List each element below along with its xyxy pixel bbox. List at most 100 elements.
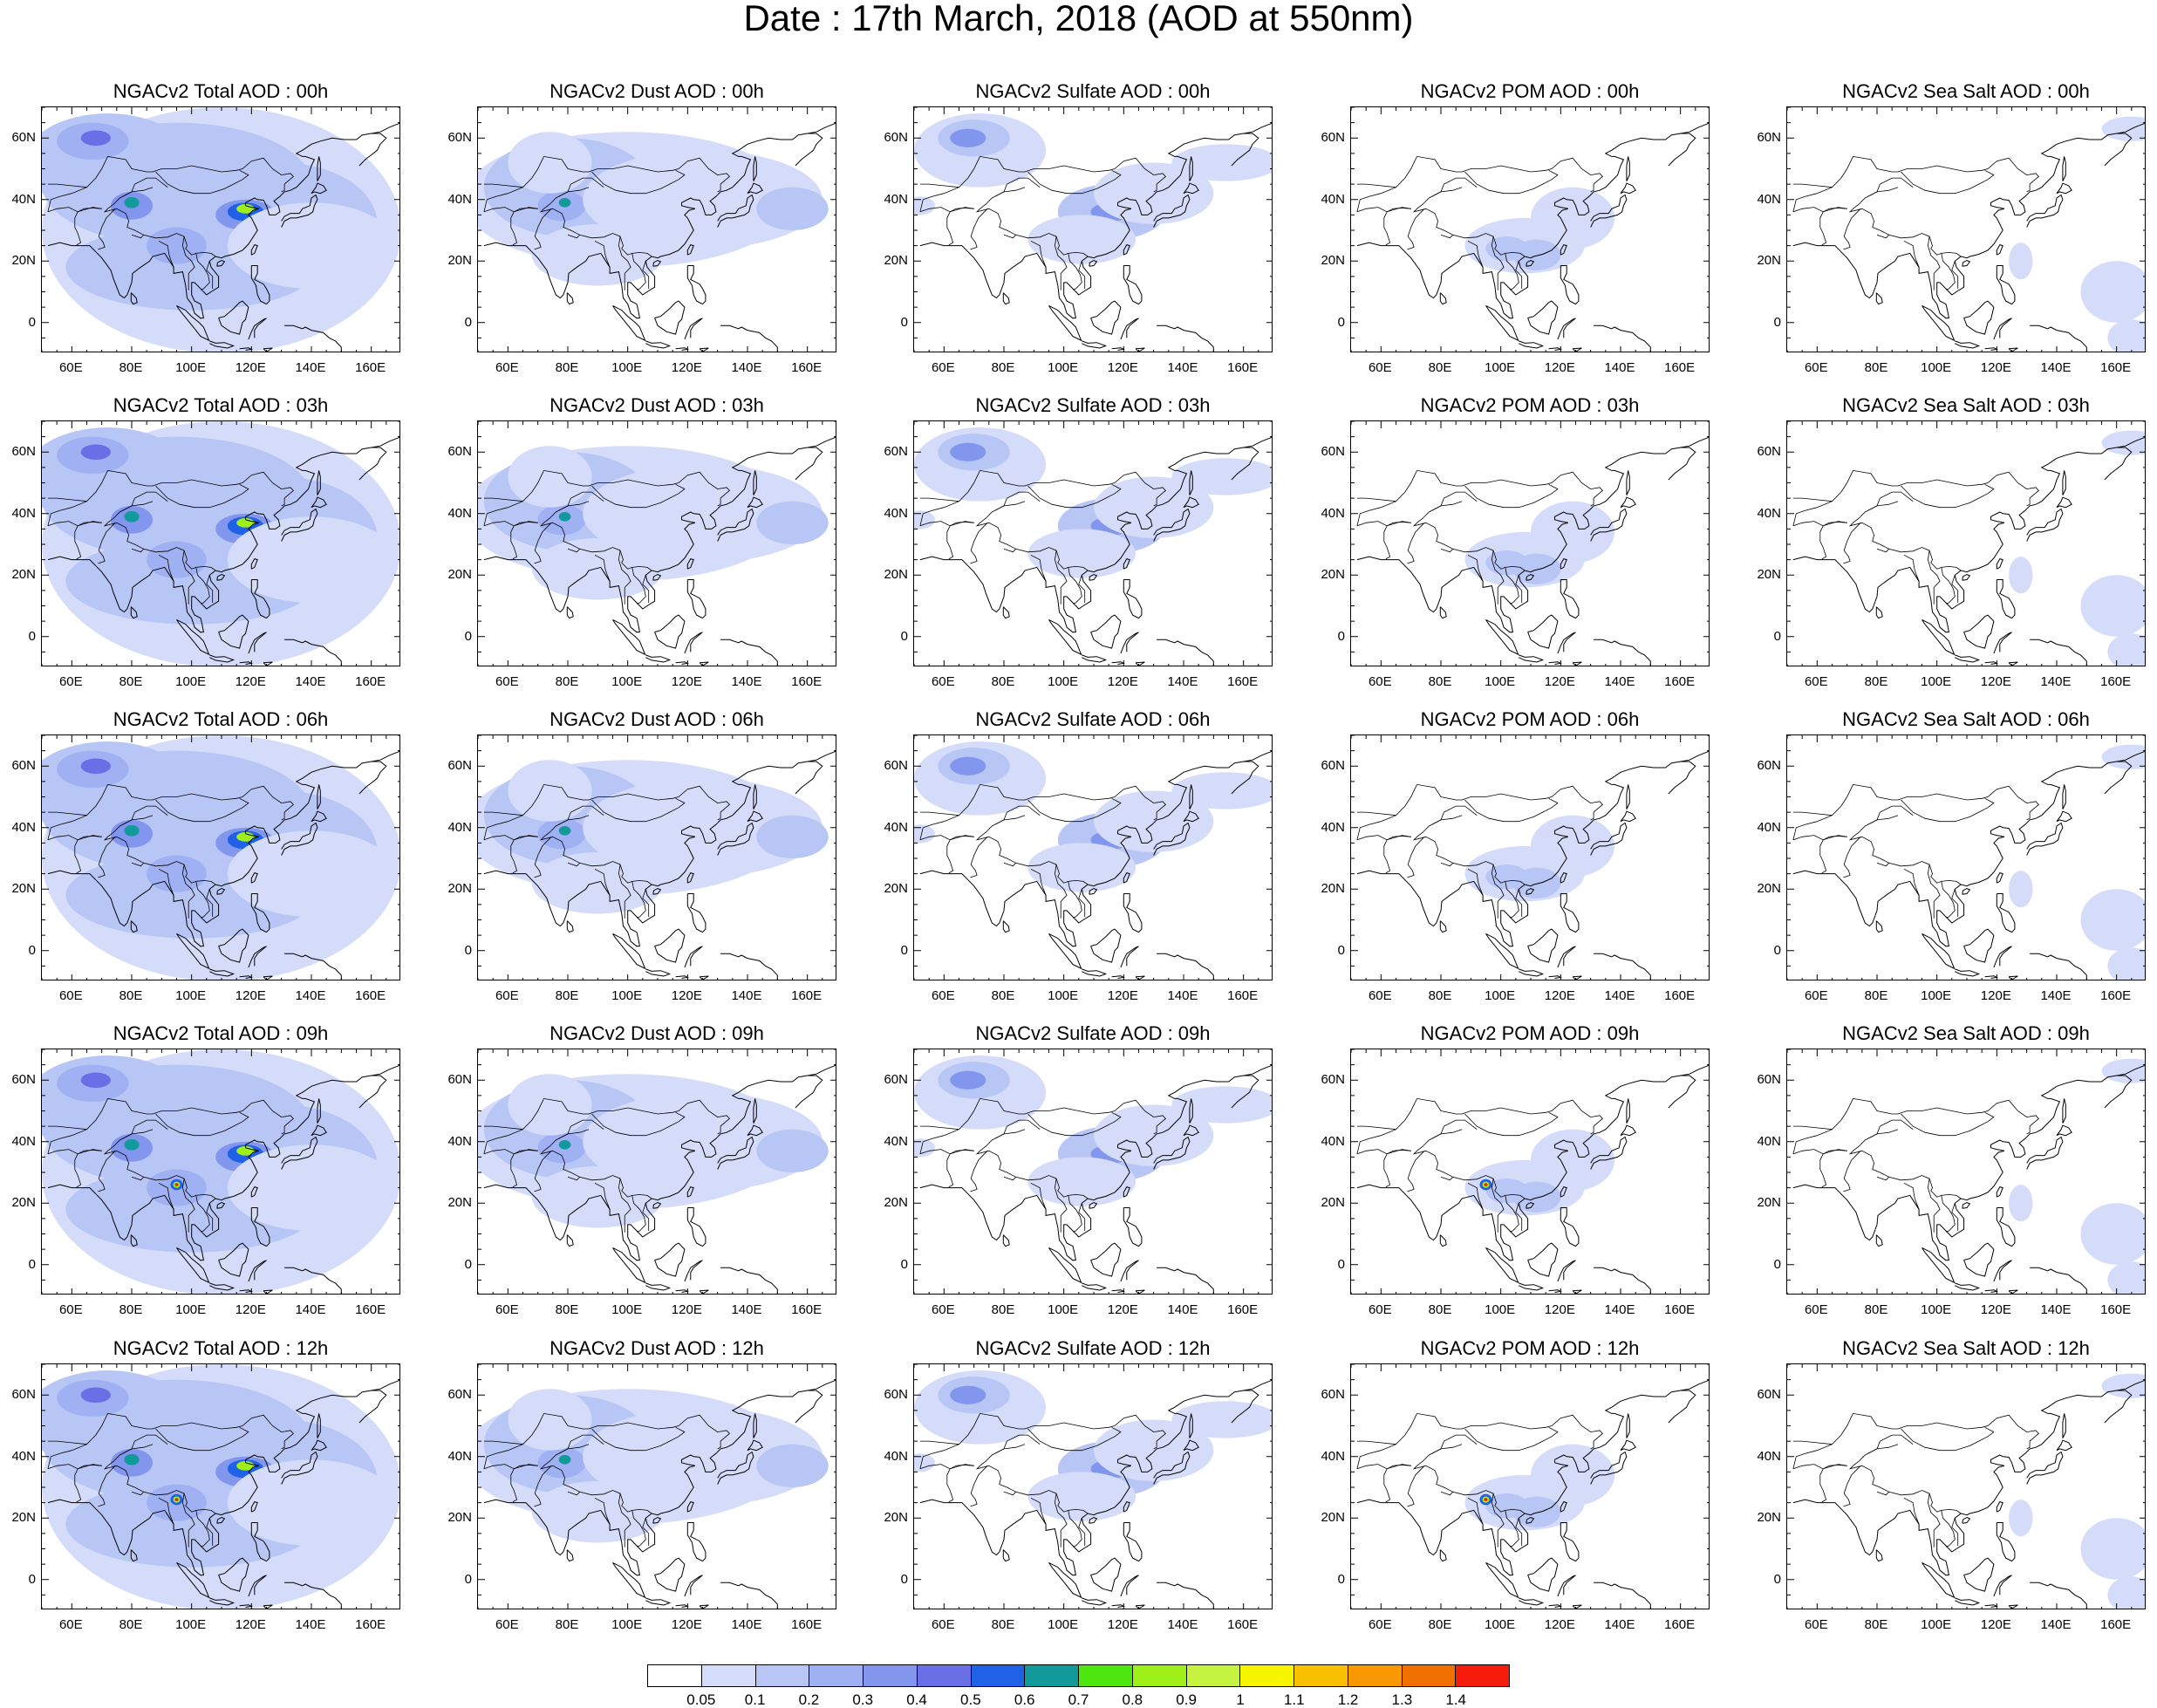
colorbar-box: [1079, 1665, 1133, 1686]
panel-title: NGACv2 Sulfate AOD : 03h: [975, 394, 1211, 416]
lon-tick-label: 120E: [1980, 360, 2011, 375]
map-panel: NGACv2 Sea Salt AOD : 00h 60N 40N 20N 0 60E 80…: [1748, 80, 2157, 394]
map-panel: NGACv2 POM AOD : 12h 60N 40N 20N 0 60E 80E 100E…: [1312, 1337, 1722, 1651]
lat-tick-label: 20N: [884, 1195, 908, 1211]
colorbar-box: [917, 1665, 972, 1686]
lat-tick-label: 0: [900, 942, 908, 958]
lon-tick-label: 60E: [1804, 1617, 1828, 1632]
coastlines: [919, 1379, 1272, 1609]
aod-region: [2101, 116, 2145, 141]
lon-tick-label: 160E: [2100, 1617, 2132, 1632]
lon-tick-label: 60E: [1368, 988, 1392, 1003]
lon-tick-label: 140E: [2040, 674, 2072, 689]
lon-tick-label: 80E: [1864, 1617, 1888, 1632]
aod-region: [227, 830, 396, 917]
map-frame: [913, 106, 1273, 352]
aod-region: [80, 1072, 111, 1089]
lon-tick-label: 60E: [1804, 1302, 1828, 1317]
panel-title: NGACv2 Sulfate AOD : 06h: [975, 708, 1211, 730]
map-frame: [1350, 734, 1710, 980]
aod-region: [2009, 871, 2033, 908]
colorbar-label: 0.6: [1014, 1691, 1035, 1708]
lat-tick-label: 60N: [1757, 130, 1781, 146]
lon-tick-label: 120E: [1544, 360, 1575, 375]
aod-region: [558, 825, 571, 836]
lon-tick-label: 60E: [931, 360, 955, 375]
lat-tick-label: 60N: [1321, 758, 1345, 774]
map-panel: NGACv2 Sea Salt AOD : 06h 60N 40N 20N 0 60E 80…: [1748, 708, 2157, 1022]
lat-tick-label: 60N: [11, 1072, 36, 1088]
lat-tick-label: 0: [900, 1256, 908, 1272]
aod-region: [80, 758, 111, 775]
lon-tick-label: 60E: [495, 1302, 519, 1317]
aod-region: [756, 1444, 829, 1487]
aod-hotspot: [174, 1498, 179, 1501]
lat-tick-label: 0: [28, 314, 36, 330]
panel-title: NGACv2 Sea Salt AOD : 09h: [1842, 1022, 2090, 1044]
aod-region: [1531, 187, 1615, 249]
lon-tick-label: 60E: [931, 988, 955, 1003]
aod-region: [756, 187, 829, 230]
frame-ticks: [1787, 1049, 2145, 1294]
panel-title: NGACv2 POM AOD : 00h: [1420, 80, 1640, 102]
colorbar-label: 1.1: [1283, 1691, 1305, 1708]
lon-tick-label: 140E: [1604, 674, 1635, 689]
map-frame: [1350, 1363, 1710, 1609]
aod-region: [950, 1385, 986, 1404]
aod-region: [227, 202, 396, 289]
colorbar-label: 1.4: [1445, 1691, 1466, 1708]
aod-region: [1027, 1472, 1137, 1521]
lat-tick-label: 40N: [11, 505, 36, 521]
coastlines: [919, 750, 1272, 980]
aod-region: [2080, 575, 2145, 637]
lon-tick-label: 120E: [235, 988, 266, 1003]
lat-tick-label: 0: [900, 628, 908, 644]
panel-title: NGACv2 Sulfate AOD : 09h: [975, 1022, 1211, 1044]
frame-ticks: [914, 735, 1272, 980]
lat-tick-label: 40N: [11, 1133, 36, 1149]
frame-ticks: [42, 1364, 399, 1609]
lat-tick-label: 20N: [447, 881, 472, 897]
map-frame: [1350, 420, 1710, 666]
aod-region: [1531, 501, 1615, 564]
aod-field: [914, 113, 1272, 264]
coastlines: [1356, 750, 1709, 980]
colorbar-label: 0.7: [1068, 1691, 1089, 1708]
lat-tick-label: 0: [464, 314, 472, 330]
lon-tick-label: 100E: [1048, 674, 1079, 689]
map-frame: [477, 1049, 836, 1295]
lon-tick-label: 60E: [1368, 1302, 1392, 1317]
frame-ticks: [1351, 1049, 1709, 1294]
lat-tick-label: 60N: [1321, 1072, 1345, 1088]
aod-region: [508, 1389, 592, 1451]
colorbar-box: [971, 1665, 1026, 1686]
lat-tick-label: 0: [1773, 1571, 1781, 1587]
panel-title: NGACv2 Dust AOD : 06h: [549, 708, 764, 730]
lon-tick-label: 140E: [295, 674, 326, 689]
lat-tick-label: 60N: [1757, 758, 1781, 774]
lon-tick-label: 160E: [355, 674, 386, 689]
lon-tick-label: 100E: [175, 988, 207, 1003]
lat-tick-label: 40N: [1321, 505, 1345, 521]
frame-ticks: [914, 421, 1272, 666]
colorbar-label: 0.05: [686, 1691, 716, 1708]
lon-tick-label: 80E: [1428, 674, 1452, 689]
lat-tick-label: 20N: [11, 1195, 36, 1211]
lon-tick-label: 120E: [1107, 360, 1138, 375]
aod-region: [2107, 1261, 2145, 1294]
aod-field: [2009, 116, 2145, 352]
colorbar-label: 0.8: [1122, 1691, 1143, 1708]
aod-map: [914, 421, 1272, 666]
map-panel: NGACv2 Total AOD : 03h 60N 40N 20N 0 60E 80E 10…: [3, 394, 413, 708]
coastlines: [483, 122, 836, 352]
aod-region: [2009, 243, 2033, 280]
colorbar-box: [863, 1665, 918, 1686]
aod-region: [914, 824, 936, 844]
aod-field: [1464, 187, 1615, 274]
map-panel: NGACv2 Sulfate AOD : 03h 60N 40N 20N 0 60E 80E…: [875, 394, 1285, 708]
aod-map: [914, 107, 1272, 352]
map-frame: [41, 420, 400, 666]
lon-tick-label: 140E: [1604, 988, 1635, 1003]
aod-region: [531, 1480, 664, 1543]
lon-tick-label: 160E: [791, 674, 823, 689]
